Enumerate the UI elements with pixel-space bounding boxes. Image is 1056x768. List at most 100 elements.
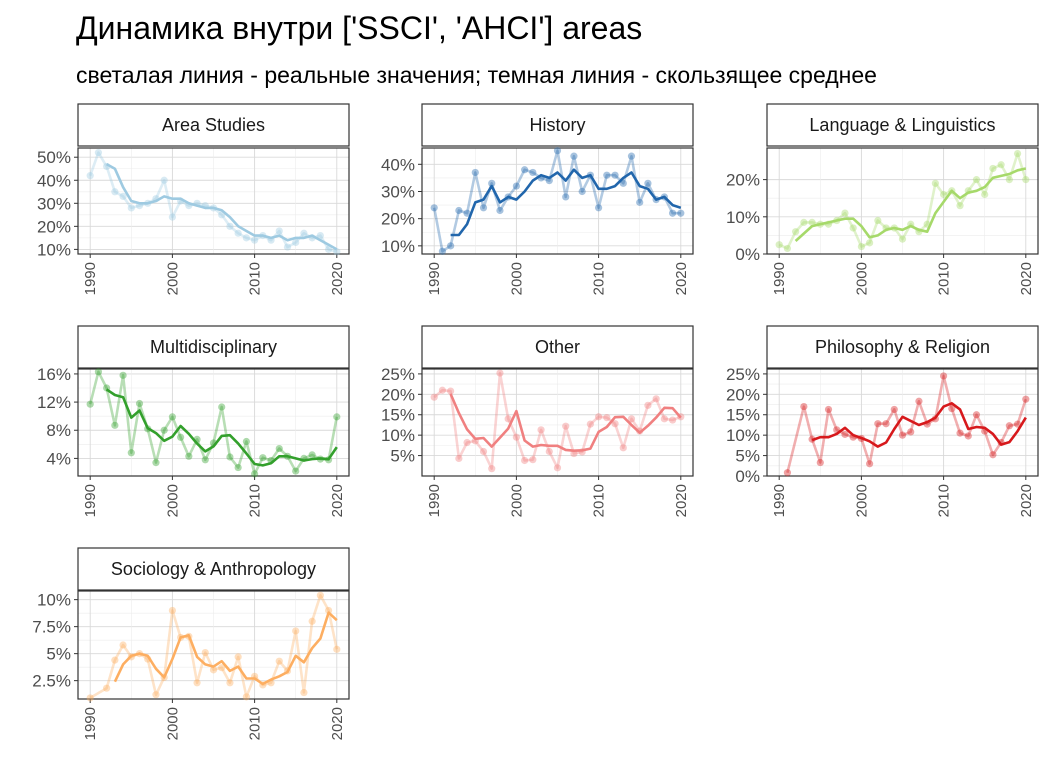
y-tick-label: 15%: [381, 406, 415, 425]
data-point: [570, 152, 578, 160]
facet-strip: [421, 103, 694, 147]
data-point: [218, 403, 226, 411]
data-point: [438, 386, 447, 394]
data-point: [668, 209, 677, 217]
facet-multidisciplinary: Multidisciplinary 4% 8% 12% 16% 1990 2000 2010 2…: [37, 325, 350, 517]
moving-average-line: [105, 388, 338, 467]
y-tick-label: 40%: [37, 171, 71, 190]
data-point: [447, 387, 455, 395]
actual-line: [786, 374, 1028, 474]
data-point: [915, 397, 923, 405]
data-point: [300, 688, 308, 697]
data-point: [463, 438, 471, 447]
panel-border: [766, 147, 1039, 255]
moving-average-line: [105, 162, 338, 251]
data-point: [521, 166, 529, 174]
data-point: [111, 656, 119, 664]
data-point: [333, 248, 341, 256]
data-point: [841, 430, 849, 438]
data-point: [940, 190, 948, 199]
panel-border: [421, 147, 694, 255]
x-tick-label: 2000: [164, 484, 181, 517]
y-tick-label: 10%: [381, 426, 415, 445]
x-tick-label: 2020: [1018, 262, 1035, 295]
facet-label: Philosophy & Religion: [815, 337, 990, 357]
data-point: [1022, 176, 1030, 184]
data-point: [783, 469, 792, 477]
data-point: [135, 399, 144, 408]
y-tick-label: 5%: [390, 447, 415, 466]
data-point: [193, 679, 201, 687]
y-tick-label: 10%: [37, 591, 71, 610]
x-tick-label: 2010: [247, 707, 264, 740]
panel-border: [77, 147, 350, 255]
y-tick-label: 7.5%: [32, 618, 71, 637]
facet-other: Other 5% 10%15% 20%25% 1990 2000 2010 2020: [381, 325, 694, 517]
data-point: [907, 428, 915, 436]
moving-average-line: [449, 393, 682, 453]
data-point: [644, 179, 652, 187]
facet-strip: [77, 103, 350, 147]
data-point: [800, 218, 808, 226]
x-tick-label: 2000: [164, 707, 181, 740]
data-point: [324, 245, 333, 253]
data-point: [86, 694, 94, 702]
data-point: [627, 152, 636, 160]
x-tick-label: 2010: [247, 484, 264, 517]
chart-subtitle: светалая линия - реальные значения; темн…: [76, 62, 877, 88]
y-tick-label: 30%: [381, 182, 415, 201]
data-point: [989, 164, 997, 173]
data-point: [242, 437, 250, 446]
data-point: [103, 684, 111, 692]
data-point: [627, 415, 636, 423]
y-tick-label: 20%: [37, 217, 71, 236]
data-point: [956, 202, 964, 210]
actual-line: [88, 370, 339, 476]
data-point: [218, 664, 226, 672]
data-point: [316, 591, 324, 599]
data-point: [619, 444, 627, 452]
data-point: [898, 235, 907, 243]
data-point: [611, 420, 619, 428]
data-point: [292, 238, 300, 247]
actual-line: [432, 149, 681, 253]
data-point: [152, 691, 160, 699]
data-point: [792, 228, 800, 236]
data-point: [595, 204, 603, 212]
data-point: [652, 395, 660, 403]
data-point: [430, 204, 438, 212]
data-point: [603, 171, 611, 179]
data-point: [251, 470, 259, 478]
x-tick-label: 2000: [508, 484, 525, 517]
data-point: [94, 368, 103, 376]
y-tick-label: 10%: [37, 240, 71, 259]
x-tick-label: 1990: [426, 484, 443, 517]
data-point: [816, 458, 824, 467]
data-point: [874, 420, 882, 428]
data-point: [94, 149, 103, 157]
y-tick-label: 25%: [381, 365, 415, 384]
data-point: [545, 177, 553, 185]
data-point: [578, 187, 586, 196]
y-tick-label: 5%: [735, 447, 760, 466]
data-point: [488, 179, 496, 187]
data-point: [333, 413, 341, 421]
data-point: [447, 242, 455, 250]
moving-average-line: [794, 167, 1027, 242]
x-tick-label: 1990: [82, 262, 99, 295]
data-point: [226, 453, 234, 461]
data-point: [479, 204, 488, 212]
data-point: [512, 182, 520, 190]
facet-label: History: [529, 115, 585, 135]
data-point: [931, 179, 939, 187]
facet-philosophy-and-religion: Philosophy & Religion 0%5% 10%15% 20%25% 199…: [726, 325, 1039, 517]
data-point: [292, 467, 300, 475]
data-point: [333, 645, 341, 653]
x-tick-label: 2000: [508, 262, 525, 295]
y-tick-label: 25%: [726, 365, 760, 384]
facet-strip: [77, 547, 350, 591]
y-tick-label: 20%: [381, 385, 415, 404]
data-point: [455, 206, 463, 215]
data-point: [529, 456, 537, 464]
data-point: [866, 239, 874, 247]
